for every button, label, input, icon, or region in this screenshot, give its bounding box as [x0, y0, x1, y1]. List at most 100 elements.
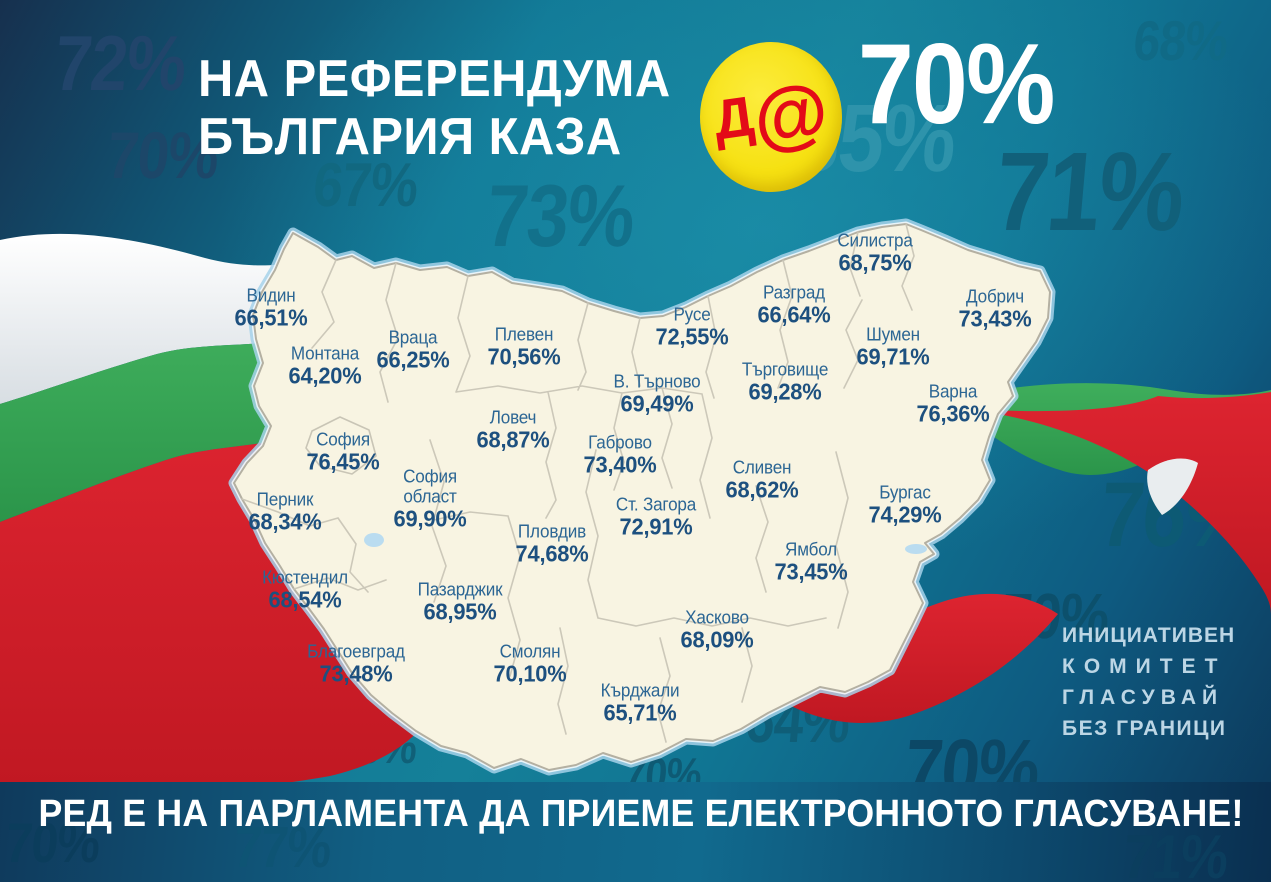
committee-block: ИНИЦИАТИВЕН КОМИТЕТ ГЛАСУВАЙ БЕЗ ГРАНИЦИ	[1062, 620, 1235, 744]
flag-left-white-stripe	[0, 233, 326, 404]
region-name: Силистра	[837, 230, 913, 251]
region-label: Силистра 68,75%	[837, 230, 913, 276]
background-percent: 71%	[1120, 823, 1231, 882]
banner-strip	[0, 782, 1271, 882]
region-name: Кърджали	[600, 680, 680, 701]
region-value: 72,91%	[619, 513, 693, 540]
region-label: Ст. Загора 72,91%	[616, 495, 696, 540]
region-name: Плевен	[494, 324, 554, 345]
province-borders	[241, 223, 915, 743]
region-value: 69,28%	[748, 378, 822, 405]
region-label: В. Търново 69,49%	[613, 372, 700, 417]
region-value: 73,40%	[583, 451, 657, 478]
region-name: Габрово	[588, 432, 652, 453]
title-line-1: НА РЕФЕРЕНДУМА	[198, 50, 671, 108]
region-label: София 76,45%	[307, 430, 380, 475]
region-value: 73,43%	[958, 305, 1032, 332]
flag-right-red	[958, 392, 1271, 614]
national-result-percent: 70%	[858, 21, 1055, 148]
region-label: Бургас 74,29%	[869, 483, 942, 528]
region-name: В. Търново	[613, 371, 701, 392]
flag-right-white-fold	[1147, 458, 1198, 515]
region-label: Кюстендил 68,54%	[262, 568, 348, 613]
region-label: София област 69,90%	[394, 467, 467, 532]
region-value: 69,71%	[856, 343, 930, 370]
region-label: Сливен 68,62%	[726, 458, 799, 503]
region-name: Пазарджик	[417, 579, 503, 600]
region-name: Кюстендил	[262, 567, 348, 588]
region-name: Пловдив	[517, 521, 587, 542]
region-name: Шумен	[866, 324, 920, 345]
region-value: 76,36%	[916, 400, 990, 427]
region-name: Перник	[256, 489, 314, 510]
iskar-reservoir	[364, 533, 384, 547]
region-name: Сливен	[732, 457, 792, 478]
region-name: Видин	[246, 285, 296, 306]
region-name: Русе	[673, 304, 711, 325]
region-label: Ловеч 68,87%	[477, 408, 550, 453]
title-line-2: БЪЛГАРИЯ КАЗА	[198, 108, 622, 166]
region-label: Благоевград 73,48%	[307, 642, 405, 687]
banner-slogan: РЕД Е НА ПАРЛАМЕНТА ДА ПРИЕМЕ ЕЛЕКТРОННО…	[0, 793, 1271, 836]
region-value: 68,62%	[725, 476, 799, 503]
region-value: 73,48%	[319, 660, 393, 687]
region-name: Монтана	[290, 343, 360, 364]
region-label: Видин 66,51%	[235, 286, 308, 331]
region-label: Търговище 69,28%	[741, 359, 829, 405]
region-label: Пазарджик 68,95%	[418, 580, 503, 625]
region-name: Бургас	[879, 482, 931, 503]
region-label: Разград 66,64%	[758, 283, 831, 328]
committee-line: ГЛАСУВАЙ	[1062, 686, 1224, 709]
region-name: Ст. Загора	[615, 494, 697, 515]
region-label: Кърджали 65,71%	[601, 681, 680, 726]
region-name: Варна	[928, 381, 978, 402]
region-label: Смолян 70,10%	[494, 642, 567, 687]
region-name: Търговище	[741, 359, 829, 380]
burgas-bay	[905, 544, 927, 554]
banner-slogan-text: РЕД Е НА ПАРЛАМЕНТА ДА ПРИЕМЕ ЕЛЕКТРОННО…	[38, 793, 1244, 835]
region-label: Габрово 73,40%	[584, 433, 657, 478]
region-name: София	[316, 429, 370, 450]
region-value: 69,90%	[393, 505, 467, 532]
region-label: Враца 66,25%	[377, 328, 450, 373]
region-label: Русе 72,55%	[656, 305, 729, 350]
region-value: 66,51%	[234, 304, 308, 331]
region-name: Благоевград	[307, 641, 405, 662]
region-value: 68,34%	[248, 508, 322, 535]
region-name: Добрич	[966, 286, 1024, 307]
region-value: 68,54%	[268, 586, 342, 613]
committee-line: БЕЗ ГРАНИЦИ	[1062, 717, 1227, 740]
region-label: Добрич 73,43%	[959, 287, 1032, 332]
region-value: 68,09%	[680, 626, 754, 653]
region-value: 74,68%	[515, 540, 589, 567]
region-name: Ловеч	[489, 407, 537, 428]
region-label: Варна 76,36%	[917, 382, 990, 427]
poster-title: НА РЕФЕРЕНДУМА БЪЛГАРИЯ КАЗА	[198, 50, 701, 166]
region-value: 64,20%	[288, 362, 362, 389]
region-name: Хасково	[685, 607, 749, 628]
region-value: 68,95%	[423, 598, 497, 625]
region-value: 70,10%	[493, 660, 567, 687]
region-value: 68,87%	[476, 426, 550, 453]
region-label: Хасково 68,09%	[681, 608, 754, 653]
region-value: 74,29%	[868, 501, 942, 528]
committee-line: ИНИЦИАТИВЕН	[1062, 624, 1236, 647]
region-label: Ямбол 73,45%	[775, 540, 848, 585]
region-value: 66,64%	[757, 301, 831, 328]
flag-left-green-stripe	[0, 330, 332, 522]
region-label: Монтана 64,20%	[289, 344, 362, 389]
region-value: 69,49%	[620, 390, 694, 417]
region-value: 72,55%	[655, 323, 729, 350]
region-label: Плевен 70,56%	[488, 325, 561, 370]
region-value: 68,75%	[838, 249, 912, 276]
committee-line: КОМИТЕТ	[1062, 655, 1227, 678]
region-label: Перник 68,34%	[249, 490, 322, 535]
region-value: 66,25%	[376, 346, 450, 373]
region-name: Разград	[763, 282, 825, 303]
da-logo: Д @	[700, 42, 842, 192]
region-name: София област	[403, 466, 457, 507]
sofia-city-border	[305, 416, 377, 475]
